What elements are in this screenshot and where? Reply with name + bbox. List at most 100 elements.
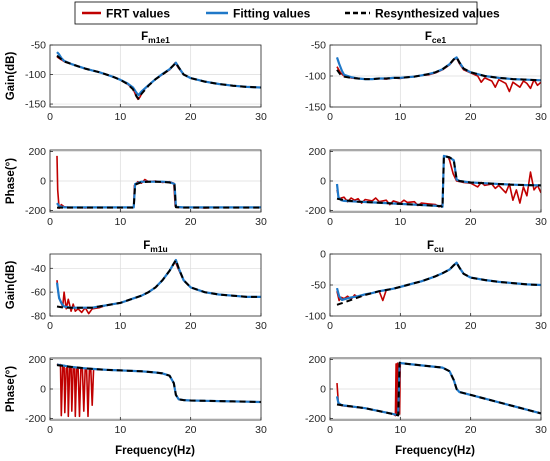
series-line-resyn	[56, 259, 261, 309]
x-tick-label: 30	[535, 216, 547, 228]
plot-area	[50, 254, 261, 316]
y-tick-label: 0	[320, 176, 326, 188]
x-tick-label: 10	[114, 111, 126, 123]
y-axis-label: Gain(dB)	[5, 52, 17, 101]
x-tick-label: 30	[255, 424, 267, 436]
x-tick-label: 10	[114, 216, 126, 228]
x-tick-label: 20	[185, 424, 197, 436]
series-group	[56, 363, 261, 418]
x-axis-label-right: Frequency(Hz)	[395, 445, 475, 457]
panel-title: Fcu	[427, 240, 444, 254]
series-line-resyn	[336, 154, 541, 209]
legend-label-3: Resynthesized values	[375, 7, 500, 21]
x-tick-label: 30	[255, 216, 267, 228]
x-tick-label: 0	[47, 216, 53, 228]
series-group	[55, 258, 261, 315]
legend: FRT values Fitting values Resynthesized va…	[74, 1, 500, 25]
series-line-resyn	[336, 361, 541, 417]
y-tick-label: -200	[25, 205, 46, 217]
x-tick-label: 20	[465, 424, 477, 436]
x-tick-label: 0	[47, 111, 53, 123]
panel-title-main: F	[425, 31, 432, 43]
x-tick-label: 30	[255, 111, 267, 123]
y-tick-label: -50	[311, 280, 326, 292]
y-tick-label: -100	[25, 69, 46, 81]
x-tick-label: 20	[185, 320, 197, 332]
subplot-ce1-gain: 0 10 20 30 -150 -100 -50 Fce1	[305, 31, 547, 123]
x-tick-label: 10	[114, 320, 126, 332]
y-tick-label: 200	[308, 354, 326, 366]
y-tick-label: -50	[311, 40, 326, 52]
y-tick-label: -150	[25, 99, 46, 111]
y-axis-label: Gain(dB)	[5, 261, 17, 310]
legend-box	[74, 1, 478, 25]
y-tick-label: -100	[305, 71, 326, 83]
x-tick-label: 10	[114, 424, 126, 436]
y-tick-label: 200	[308, 146, 326, 158]
subplot-cu-gain: 0 10 20 30 -100 -50 0 Fcu	[305, 240, 547, 332]
legend-label-1: FRT values	[106, 7, 170, 21]
series-group	[335, 261, 541, 306]
y-tick-label: 0	[40, 176, 46, 188]
series-group	[335, 56, 541, 93]
panel-title-subscript: m1e1	[148, 35, 170, 45]
series-line-resyn	[336, 261, 541, 306]
y-tick-label: -80	[31, 311, 46, 323]
series-line-resyn	[56, 54, 261, 100]
series-group	[335, 361, 541, 417]
x-tick-label: 20	[185, 216, 197, 228]
x-tick-label: 20	[465, 320, 477, 332]
y-tick-label: 200	[28, 146, 46, 158]
panel-title-main: F	[427, 240, 434, 252]
y-tick-label: -200	[25, 413, 46, 425]
x-tick-label: 0	[47, 424, 53, 436]
y-tick-label: -100	[305, 311, 326, 323]
x-axis-label-left: Frequency(Hz)	[115, 445, 195, 457]
x-tick-label: 10	[394, 320, 406, 332]
panel-title-subscript: ce1	[432, 35, 446, 45]
plot-area	[50, 45, 261, 107]
panel-title: Fm1e1	[141, 31, 170, 45]
series-group	[56, 51, 261, 101]
series-line-resyn	[56, 364, 261, 403]
x-tick-label: 10	[394, 216, 406, 228]
y-tick-label: -200	[305, 205, 326, 217]
x-tick-label: 20	[465, 111, 477, 123]
series-line-resyn	[57, 180, 261, 209]
x-tick-label: 10	[394, 111, 406, 123]
y-axis-label: Phase(°)	[5, 366, 17, 412]
y-tick-label: 0	[40, 384, 46, 396]
panel-title-subscript: cu	[434, 244, 444, 254]
x-tick-label: 30	[255, 320, 267, 332]
x-tick-label: 30	[535, 424, 547, 436]
x-tick-label: 0	[327, 424, 333, 436]
y-tick-label: 0	[320, 384, 326, 396]
subplot-m1u-gain: 0 10 20 30 -80 -60 -40 Fm1u Gain(dB)	[5, 240, 267, 332]
panel-title: Fce1	[425, 31, 446, 45]
x-tick-label: 30	[535, 111, 547, 123]
y-tick-label: 200	[28, 354, 46, 366]
x-tick-label: 0	[327, 320, 333, 332]
panel-title-main: F	[141, 31, 148, 43]
x-tick-label: 0	[327, 216, 333, 228]
x-tick-label: 30	[535, 320, 547, 332]
x-tick-label: 20	[185, 111, 197, 123]
y-tick-label: -60	[31, 287, 46, 299]
x-tick-label: 0	[327, 111, 333, 123]
y-tick-label: 0	[320, 249, 326, 261]
y-tick-label: -50	[31, 40, 46, 52]
series-group	[335, 154, 541, 209]
axes-frame	[49, 253, 262, 317]
axes-frame	[49, 44, 262, 108]
series-line-resyn	[336, 56, 541, 82]
x-axis-labels: Frequency(Hz) Frequency(Hz)	[115, 445, 475, 457]
series-group	[56, 155, 261, 210]
panel-title: Fm1u	[143, 240, 168, 254]
y-axis-label: Phase(°)	[5, 158, 17, 204]
x-tick-label: 10	[394, 424, 406, 436]
x-tick-label: 20	[465, 216, 477, 228]
